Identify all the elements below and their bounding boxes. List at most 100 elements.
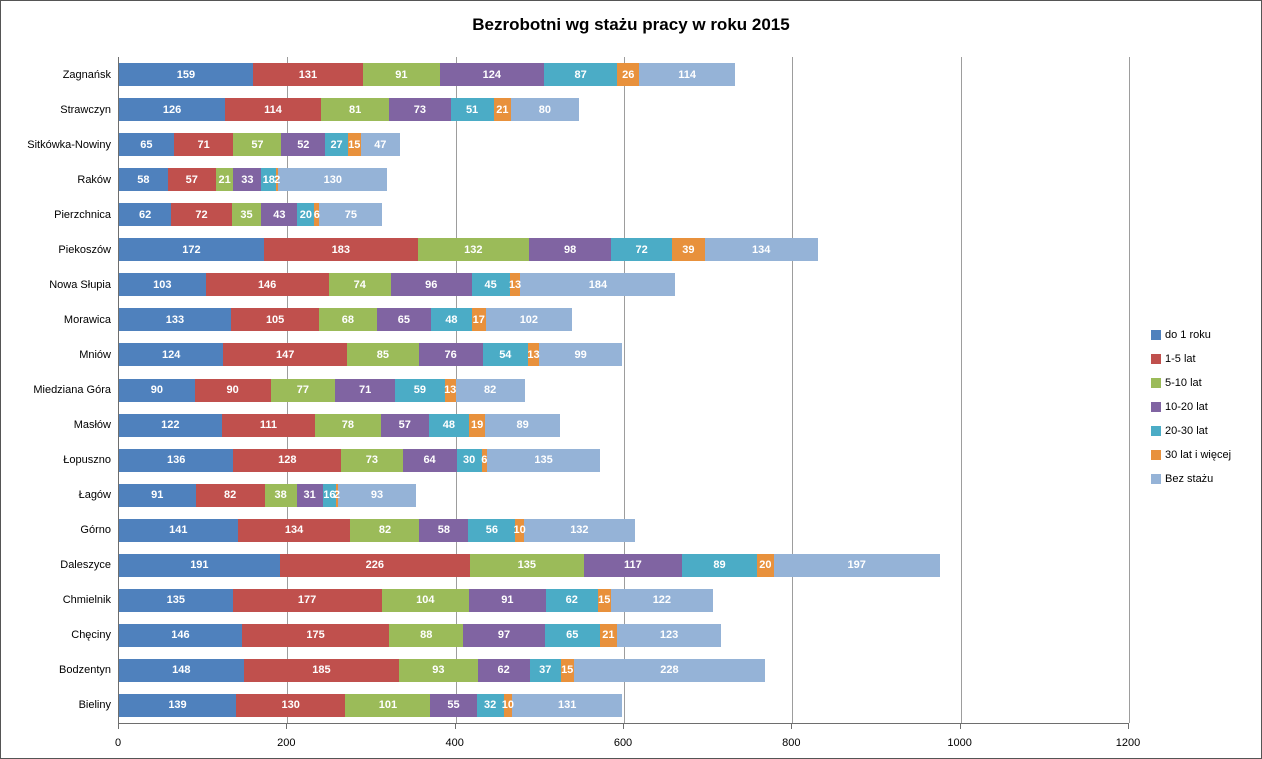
bar-segment: [119, 98, 226, 122]
bar-segment: [119, 63, 253, 87]
bar-segment: [119, 553, 280, 577]
bar-segment: [235, 693, 346, 717]
gridline: [624, 57, 625, 723]
legend-item: do 1 roku: [1151, 323, 1231, 347]
bar-segment: [544, 623, 600, 647]
bar-segment: [263, 238, 418, 262]
bar-segment: [544, 63, 618, 87]
bar-segment: [597, 588, 611, 612]
bar-segment: [173, 133, 234, 157]
category-label: Łagów: [78, 489, 111, 502]
bar-segment: [486, 448, 601, 472]
category-label: Chęciny: [71, 629, 111, 642]
bar-segment: [279, 553, 470, 577]
bar-segment: [509, 273, 521, 297]
x-axis-tick-mark: [959, 724, 961, 729]
category-label: Raków: [77, 173, 111, 186]
bar-segment: [119, 448, 234, 472]
category-label: Pierzchnica: [54, 208, 111, 221]
bar-segment: [319, 203, 383, 227]
bar-segment: [119, 203, 172, 227]
bar-segment: [347, 343, 419, 367]
bar-segment: [233, 168, 262, 192]
bar-segment: [360, 133, 401, 157]
x-axis-tick-label: 200: [277, 737, 296, 749]
x-axis-tick-label: 600: [613, 737, 633, 749]
bar-segment: [463, 623, 545, 647]
bar-segment: [376, 308, 432, 332]
legend-swatch: [1151, 474, 1161, 484]
legend-swatch: [1151, 402, 1161, 412]
bar-segment: [119, 343, 224, 367]
bar-segment: [773, 553, 940, 577]
bar-segment: [469, 588, 546, 612]
bar-segment: [321, 98, 390, 122]
category-label: Morawica: [63, 313, 111, 326]
bar-segment: [511, 98, 579, 122]
bar-segment: [482, 343, 529, 367]
bar-segment: [402, 448, 457, 472]
bar-segment: [617, 63, 640, 87]
bar-segment: [297, 203, 315, 227]
bar-segment: [278, 168, 388, 192]
category-label: Bodzentyn: [59, 664, 111, 677]
bar-segment: [205, 273, 329, 297]
bar-segment: [481, 448, 487, 472]
bar-segment: [485, 308, 572, 332]
bar-segment: [399, 658, 478, 682]
bar-segment: [241, 623, 390, 647]
gridline: [1129, 57, 1130, 723]
bar-segment: [583, 553, 683, 577]
bar-segment: [261, 203, 298, 227]
legend-label: Bez stażu: [1165, 473, 1214, 485]
bar-segment: [469, 553, 584, 577]
bar-segment: [468, 518, 516, 542]
bar-segment: [171, 203, 232, 227]
bar-segment: [520, 273, 676, 297]
x-axis-tick-mark: [623, 724, 624, 729]
legend-item: 20-30 lat: [1151, 419, 1231, 443]
bar-segment: [296, 483, 323, 507]
legend: do 1 roku 1-5 lat 5-10 lat 10-20 lat 20-30 l…: [1151, 323, 1231, 491]
bar-segment: [477, 658, 530, 682]
legend-item: 5-10 lat: [1151, 371, 1231, 395]
bar-segment: [389, 623, 464, 647]
bar-segment: [335, 378, 396, 402]
bar-segment: [430, 693, 477, 717]
bar-segment: [261, 168, 277, 192]
bar-segment: [395, 378, 445, 402]
bar-segment: [682, 553, 757, 577]
bar-segment: [328, 273, 391, 297]
bar-segment: [119, 518, 238, 542]
bar-segment: [345, 693, 431, 717]
category-label: Zagnańsk: [62, 68, 111, 81]
bar-segment: [341, 448, 403, 472]
category-label: Strawczyn: [60, 103, 111, 116]
bar-segment: [476, 693, 504, 717]
category-label: Masłów: [73, 419, 111, 432]
bar-segment: [322, 483, 337, 507]
bar-segment: [119, 133, 174, 157]
bar-segment: [215, 168, 234, 192]
bar-segment: [314, 203, 320, 227]
legend-item: 30 lat i więcej: [1151, 443, 1231, 467]
bar-segment: [119, 168, 168, 192]
bar-segment: [417, 238, 529, 262]
bar-segment: [233, 133, 282, 157]
bar-segment: [381, 588, 470, 612]
bar-segment: [456, 448, 482, 472]
bar-segment: [523, 518, 635, 542]
bar-segment: [639, 63, 736, 87]
bar-segment: [418, 343, 483, 367]
bar-segment: [119, 413, 222, 437]
bar-segment: [119, 658, 244, 682]
bar-segment: [389, 98, 451, 122]
bar-segment: [444, 378, 456, 402]
bar-segment: [119, 483, 196, 507]
legend-item: Bez stażu: [1151, 467, 1231, 491]
bar-segment: [119, 623, 242, 647]
bar-segment: [243, 658, 400, 682]
legend-label: 5-10 lat: [1165, 377, 1202, 389]
bar-segment: [363, 63, 440, 87]
